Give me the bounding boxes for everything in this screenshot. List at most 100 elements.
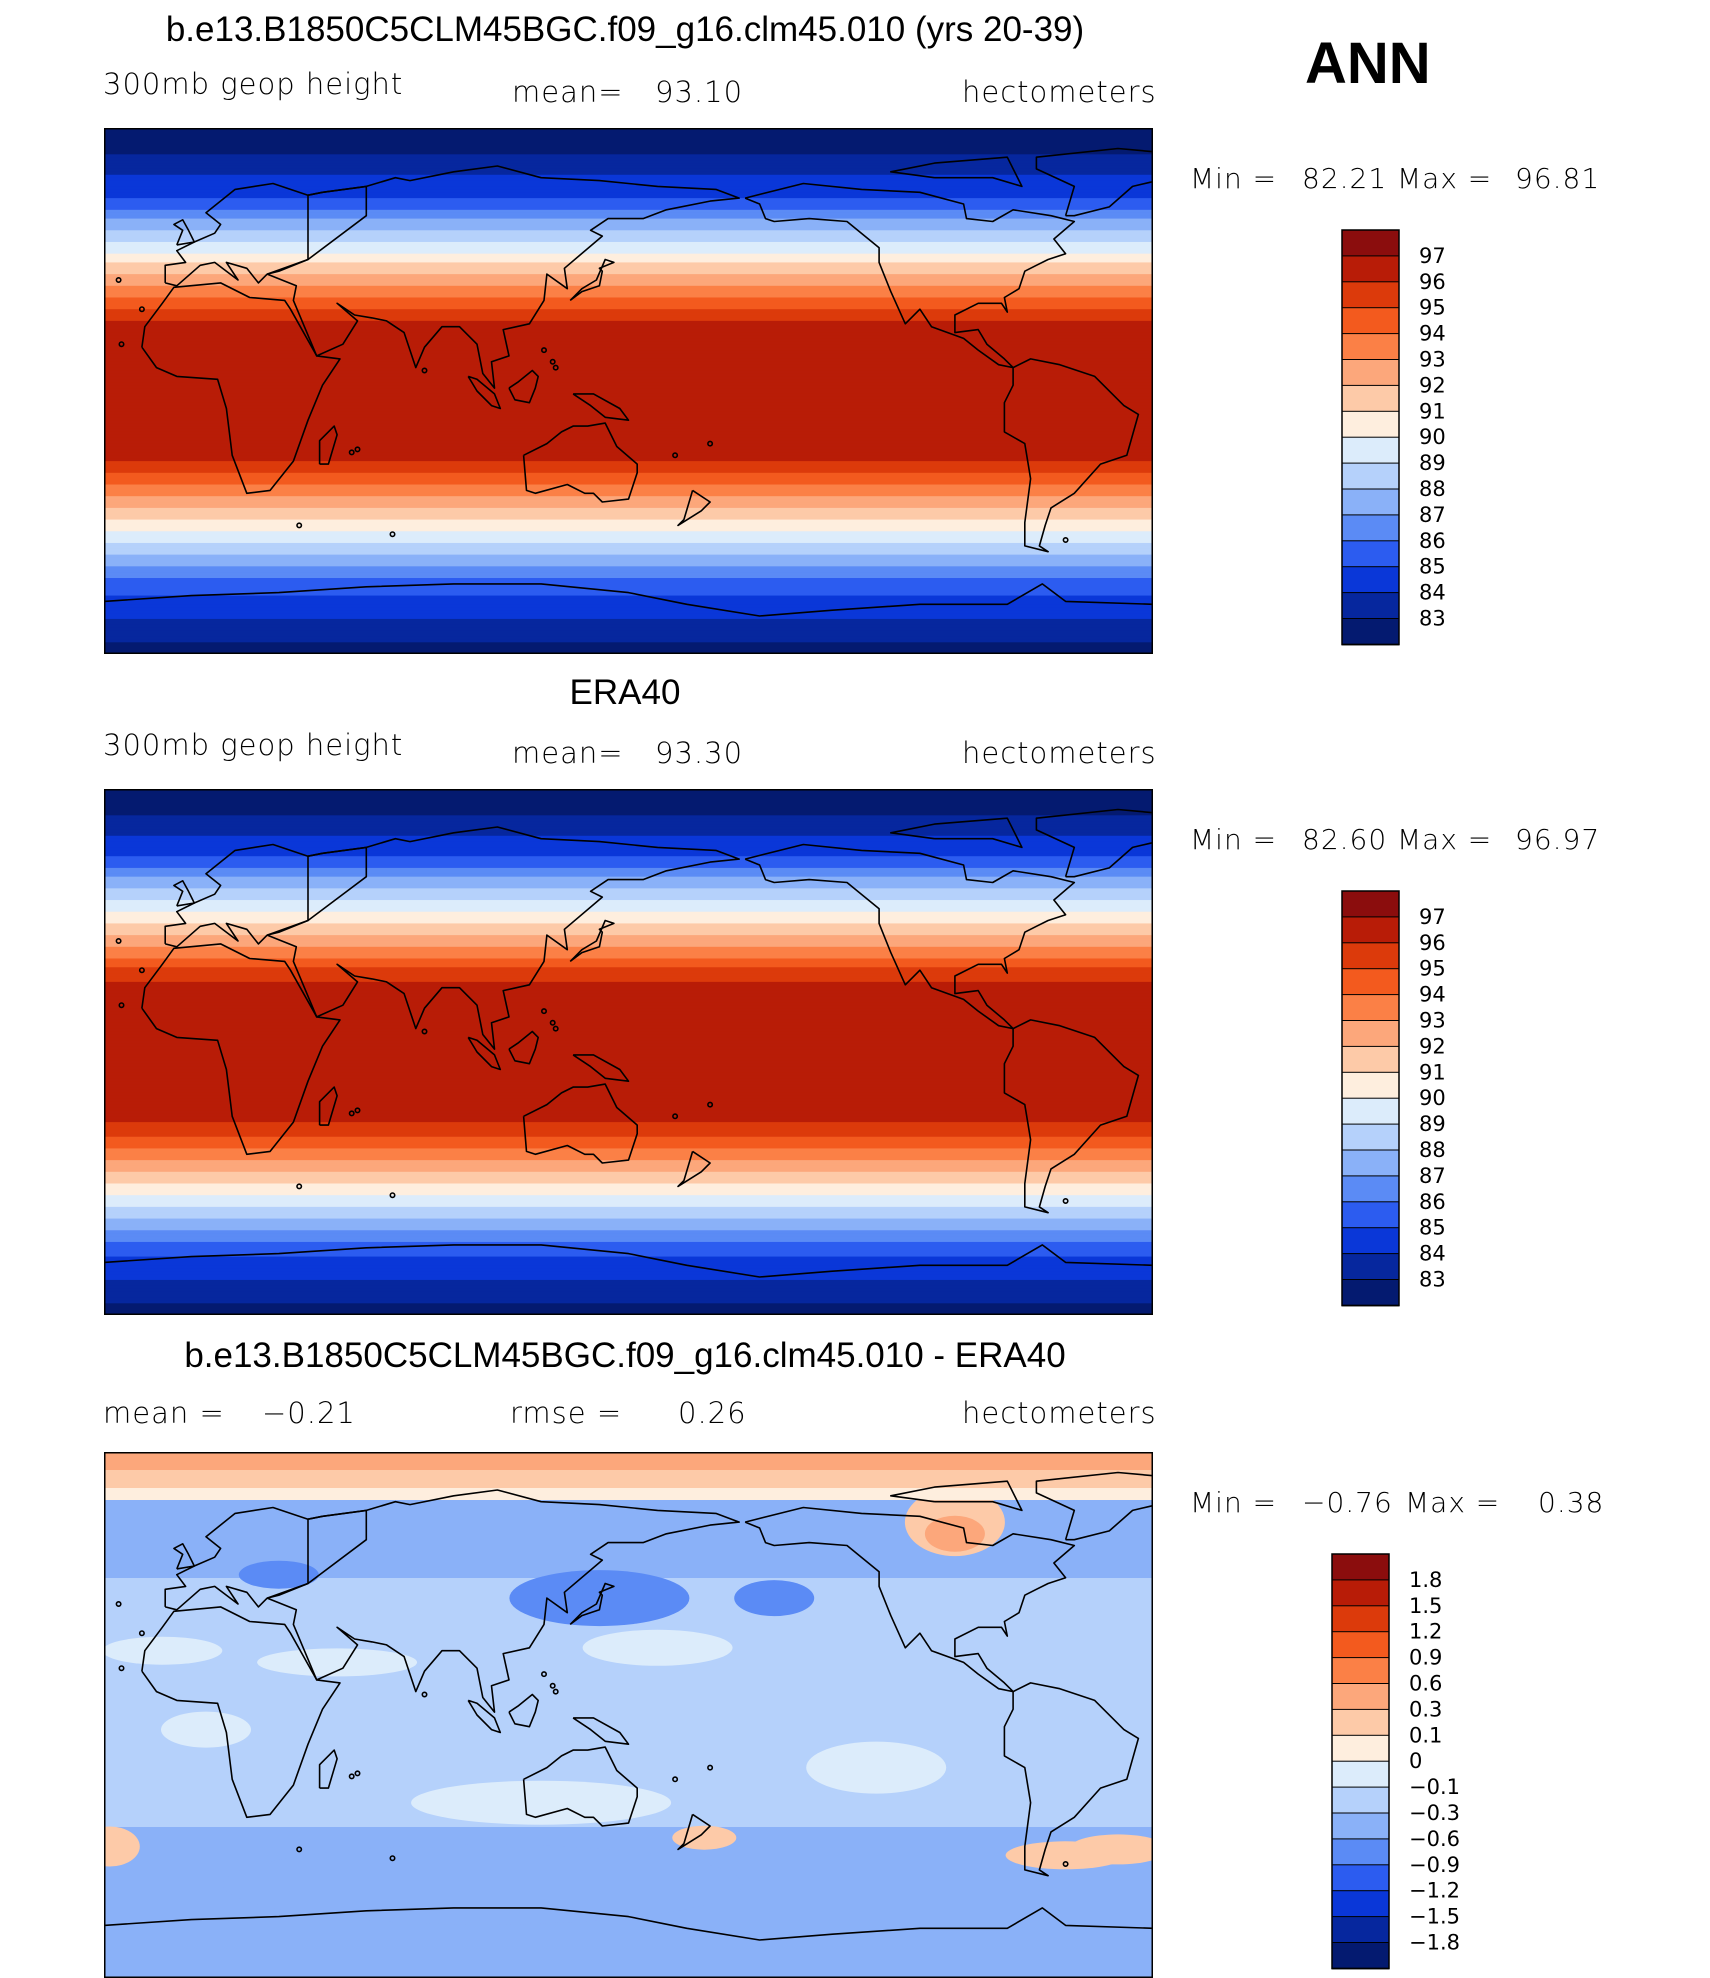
panel2-min-label: Min = [1190, 823, 1278, 856]
panel2-variable: 300mb geop height [103, 728, 404, 762]
colorbar-tick-label: 84 [1419, 1242, 1446, 1266]
colorbar-swatch [1331, 1812, 1390, 1840]
colorbar-tick-label: 1.2 [1409, 1620, 1442, 1644]
colorbar-tick-label: 96 [1419, 270, 1446, 294]
colorbar-tick-label: 95 [1419, 296, 1446, 320]
colorbar-swatch [1341, 514, 1400, 542]
colorbar-swatch [1331, 1734, 1390, 1763]
colorbar-swatch [1341, 994, 1400, 1022]
colorbar-swatch [1341, 255, 1400, 283]
panel1-map [104, 128, 1153, 654]
colorbar-tick-label: 83 [1419, 607, 1446, 631]
colorbar-tick-label: 83 [1419, 1268, 1446, 1292]
colorbar-swatch [1331, 1916, 1390, 1944]
colorbar-swatch [1331, 1657, 1390, 1685]
colorbar-tick-label: 0.6 [1409, 1672, 1442, 1696]
panel3-max-label: Max = [1405, 1486, 1501, 1519]
colorbar-tick-label: 90 [1419, 1086, 1446, 1110]
panel3-mean-label: mean = [103, 1396, 225, 1430]
colorbar-swatch [1331, 1683, 1390, 1711]
colorbar-swatch [1331, 1864, 1390, 1892]
colorbar-tick-label: 94 [1419, 322, 1446, 346]
panel1-min-label: Min = [1190, 162, 1278, 195]
colorbar-tick-label: 97 [1419, 905, 1446, 929]
colorbar-swatch [1341, 1149, 1400, 1177]
colorbar-swatch [1341, 359, 1400, 387]
colorbar-tick-label: 93 [1419, 1009, 1446, 1033]
colorbar-swatch [1341, 592, 1400, 620]
panel2-units: hectometers [962, 736, 1157, 770]
colorbar-swatch [1341, 540, 1400, 568]
colorbar-swatch [1341, 1071, 1400, 1100]
colorbar-tick-label: 87 [1419, 503, 1446, 527]
colorbar-swatch [1341, 384, 1400, 413]
panel1-units: hectometers [962, 75, 1157, 109]
panel2-min: 82.60 [1302, 823, 1388, 856]
colorbar-swatch [1331, 1708, 1390, 1737]
colorbar-tick-label: 92 [1419, 1034, 1446, 1058]
colorbar-tick-label: −1.8 [1409, 1931, 1460, 1955]
colorbar-tick-label: 95 [1419, 957, 1446, 981]
colorbar-tick-label: 0.1 [1409, 1723, 1442, 1747]
colorbar-tick-label: 84 [1419, 581, 1446, 605]
colorbar-tick-label: −0.1 [1409, 1775, 1460, 1799]
colorbar-tick-label: 97 [1419, 244, 1446, 268]
colorbar-swatch [1341, 410, 1400, 439]
colorbar-swatch [1341, 488, 1400, 516]
colorbar-swatch [1341, 1123, 1400, 1152]
colorbar-swatch [1341, 942, 1400, 970]
colorbar-swatch [1331, 1786, 1390, 1815]
colorbar-tick-label: 91 [1419, 1060, 1446, 1084]
colorbar-tick-label: 1.8 [1409, 1568, 1442, 1592]
colorbar-swatch [1341, 1175, 1400, 1203]
colorbar-swatch [1341, 618, 1400, 646]
panel1-max: 96.81 [1515, 162, 1601, 195]
colorbar-tick-label: 91 [1419, 399, 1446, 423]
colorbar-swatch [1331, 1631, 1390, 1659]
panel3-min: −0.76 [1302, 1486, 1393, 1519]
colorbar-swatch [1331, 1760, 1390, 1789]
colorbar-swatch [1341, 1227, 1400, 1255]
colorbar-tick-label: −0.6 [1409, 1827, 1460, 1851]
panel3-title: b.e13.B1850C5CLM45BGC.f09_g16.clm45.010 … [184, 1336, 1066, 1375]
panel1-variable: 300mb geop height [103, 67, 404, 101]
panel3-max: 0.38 [1538, 1486, 1605, 1519]
panel3-map [104, 1452, 1153, 1978]
panel3-mean: −0.21 [262, 1396, 356, 1430]
colorbar-tick-label: −1.2 [1409, 1879, 1460, 1903]
colorbar-tick-label: 86 [1419, 1190, 1446, 1214]
colorbar-tick-label: 89 [1419, 451, 1446, 475]
colorbar-tick-label: 94 [1419, 983, 1446, 1007]
panel2-map [104, 789, 1153, 1315]
colorbar-swatch [1341, 1045, 1400, 1074]
colorbar-tick-label: 85 [1419, 555, 1446, 579]
colorbar-tick-label: 88 [1419, 1138, 1446, 1162]
colorbar-tick-label: 88 [1419, 477, 1446, 501]
colorbar-swatch [1341, 307, 1400, 335]
colorbar-swatch [1331, 1579, 1390, 1607]
colorbar-swatch [1341, 333, 1400, 361]
colorbar-swatch [1331, 1838, 1390, 1866]
colorbar-tick-label: 1.5 [1409, 1594, 1442, 1618]
panel1-title: b.e13.B1850C5CLM45BGC.f09_g16.clm45.010 … [165, 10, 1085, 49]
panel2-mean-label: mean= [512, 736, 624, 770]
colorbar-swatch [1341, 566, 1400, 594]
season-label: ANN [1305, 31, 1431, 96]
panel3-rmse-label: rmse = [510, 1396, 623, 1430]
panel1-mean: 93.10 [655, 75, 744, 109]
panel2-max-label: Max = [1397, 823, 1493, 856]
panel3-min-label: Min = [1190, 1486, 1278, 1519]
colorbar-swatch [1341, 1097, 1400, 1126]
colorbar-swatch [1341, 1201, 1400, 1229]
panel2-mean: 93.30 [655, 736, 744, 770]
colorbar-swatch [1341, 916, 1400, 944]
colorbar-swatch [1341, 436, 1400, 465]
colorbar-swatch [1341, 229, 1400, 257]
colorbar-tick-label: 93 [1419, 348, 1446, 372]
panel1-min: 82.21 [1302, 162, 1388, 195]
colorbar-swatch [1331, 1942, 1390, 1970]
colorbar-swatch [1341, 890, 1400, 918]
colorbar-swatch [1331, 1553, 1390, 1581]
colorbar-swatch [1341, 1253, 1400, 1281]
